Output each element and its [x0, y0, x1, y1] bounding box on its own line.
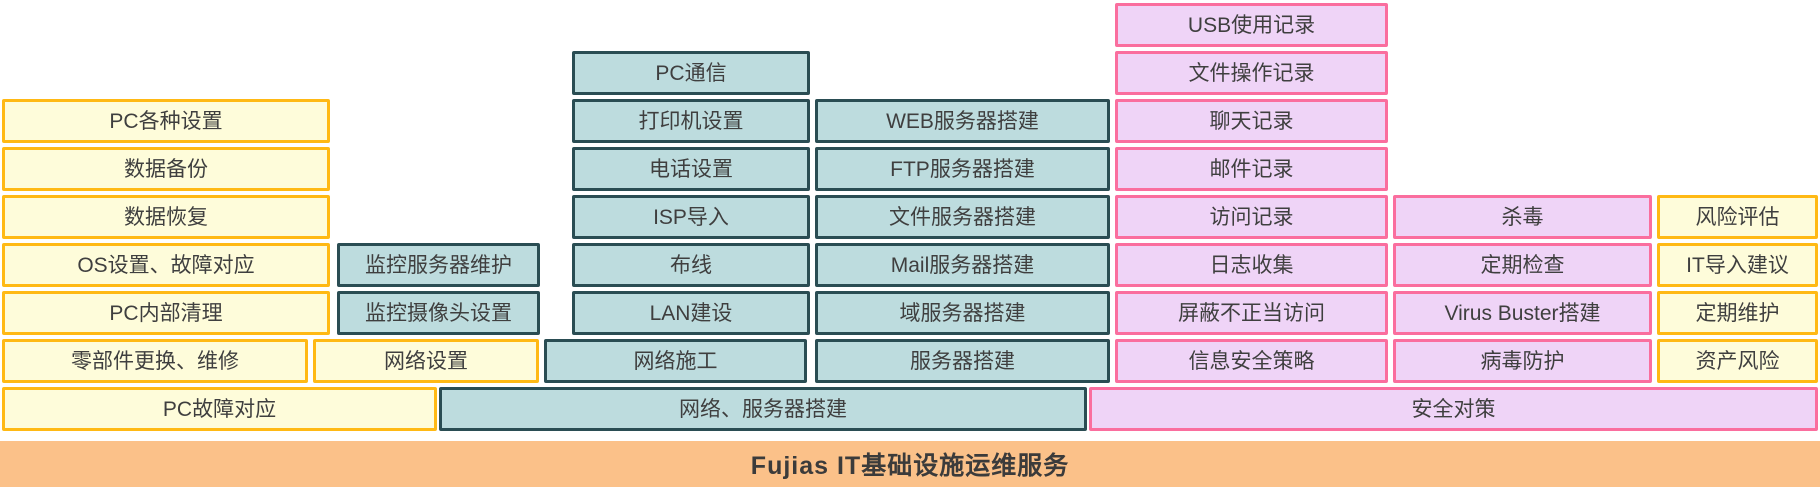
service-box-printer-setup: 打印机设置 [572, 99, 810, 143]
service-box-asset-risk: 资产风险 [1657, 339, 1818, 383]
service-box-usb-usage-log: USB使用记录 [1115, 3, 1388, 47]
service-box-periodic-maintenance: 定期维护 [1657, 291, 1818, 335]
service-box-parts-replacement: 零部件更换、维修 [2, 339, 308, 383]
service-box-block-illegal-access: 屏蔽不正当访问 [1115, 291, 1388, 335]
service-box-mail-server-build: Mail服务器搭建 [815, 243, 1110, 287]
service-box-network-server-build: 网络、服务器搭建 [439, 387, 1087, 431]
service-box-pc-communication: PC通信 [572, 51, 810, 95]
service-box-file-operation-log: 文件操作记录 [1115, 51, 1388, 95]
service-box-data-recovery: 数据恢复 [2, 195, 330, 239]
service-box-server-build: 服务器搭建 [815, 339, 1110, 383]
service-box-domain-server-build: 域服务器搭建 [815, 291, 1110, 335]
service-box-pc-various-settings: PC各种设置 [2, 99, 330, 143]
service-box-periodic-check: 定期检查 [1393, 243, 1652, 287]
service-box-it-intro-advice: IT导入建议 [1657, 243, 1818, 287]
service-box-network-setup: 网络设置 [313, 339, 539, 383]
service-box-phone-setup: 电话设置 [572, 147, 810, 191]
service-box-antivirus-scan: 杀毒 [1393, 195, 1652, 239]
service-box-cabling: 布线 [572, 243, 810, 287]
service-box-virus-protection: 病毒防护 [1393, 339, 1652, 383]
service-box-mail-log: 邮件记录 [1115, 147, 1388, 191]
service-box-pc-internal-cleaning: PC内部清理 [2, 291, 330, 335]
service-box-virus-buster-build: Virus Buster搭建 [1393, 291, 1652, 335]
service-box-web-server-build: WEB服务器搭建 [815, 99, 1110, 143]
service-box-log-collection: 日志收集 [1115, 243, 1388, 287]
service-box-security-measures: 安全对策 [1089, 387, 1818, 431]
service-box-ftp-server-build: FTP服务器搭建 [815, 147, 1110, 191]
service-box-camera-setup: 监控摄像头设置 [337, 291, 540, 335]
service-box-network-construction: 网络施工 [544, 339, 807, 383]
service-box-file-server-build: 文件服务器搭建 [815, 195, 1110, 239]
service-box-chat-log: 聊天记录 [1115, 99, 1388, 143]
service-box-lan-construction: LAN建设 [572, 291, 810, 335]
footer-bar: Fujias IT基础设施运维服务 [0, 441, 1820, 487]
service-box-pc-fault-response: PC故障对应 [2, 387, 437, 431]
service-box-risk-assessment: 风险评估 [1657, 195, 1818, 239]
service-box-isp-introduction: ISP导入 [572, 195, 810, 239]
service-box-data-backup: 数据备份 [2, 147, 330, 191]
service-box-access-log: 访问记录 [1115, 195, 1388, 239]
service-box-os-setup-fault: OS设置、故障对应 [2, 243, 330, 287]
footer-title: Fujias IT基础设施运维服务 [750, 452, 1070, 480]
service-box-monitor-server-maint: 监控服务器维护 [337, 243, 540, 287]
service-box-infosec-policy: 信息安全策略 [1115, 339, 1388, 383]
